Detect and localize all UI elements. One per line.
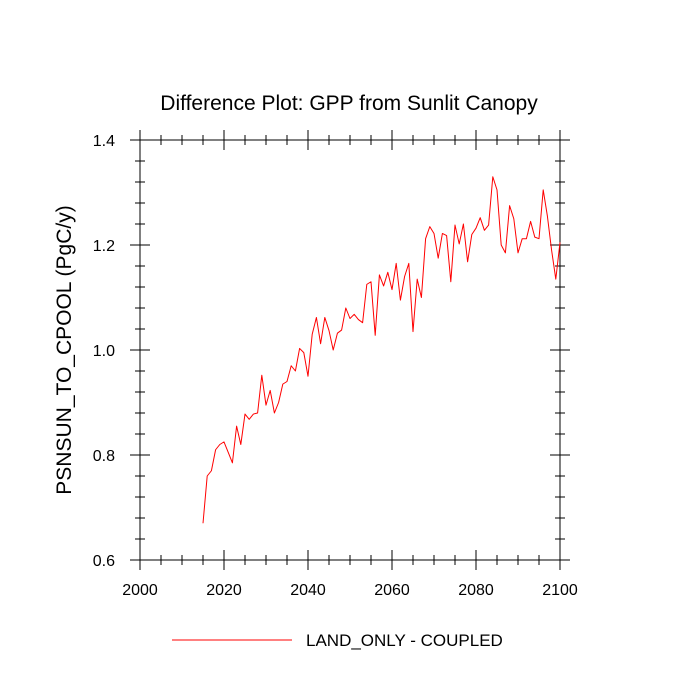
y-tick-label: 1.4 (93, 133, 115, 150)
y-tick-label: 0.8 (93, 448, 115, 465)
y-tick-label: 0.6 (93, 553, 115, 570)
tick-labels: 2000 2020 2040 2060 2080 2100 0.6 0.8 1.0 1.2 1.4 (93, 133, 578, 599)
x-tick-label: 2060 (374, 582, 410, 599)
x-tick-label: 2020 (206, 582, 242, 599)
x-tick-label: 2080 (458, 582, 494, 599)
y-tick-label: 1.0 (93, 343, 115, 360)
y-tick-label: 1.2 (93, 238, 115, 255)
major-ticks (130, 130, 570, 570)
x-tick-label: 2040 (290, 582, 326, 599)
legend-label: LAND_ONLY - COUPLED (306, 631, 503, 650)
minor-ticks (135, 135, 565, 565)
y-axis-label: PSNSUN_TO_CPOOL (PgC/y) (53, 205, 76, 494)
x-tick-label: 2100 (542, 582, 578, 599)
legend: LAND_ONLY - COUPLED (172, 631, 503, 650)
x-tick-label: 2000 (122, 582, 158, 599)
series-group (202, 176, 561, 524)
plot-frame (139, 139, 561, 561)
chart-title: Difference Plot: GPP from Sunlit Canopy (160, 92, 538, 115)
series-line (202, 176, 561, 524)
